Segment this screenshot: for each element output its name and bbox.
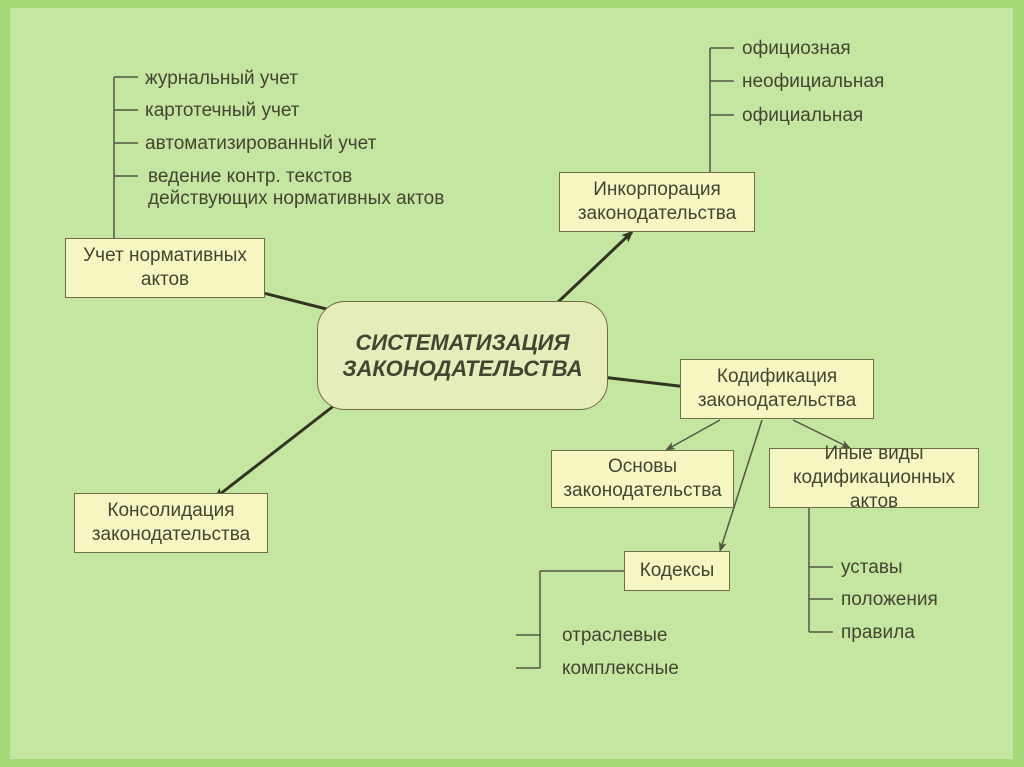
list-item: правила: [841, 622, 915, 644]
box-konsol-text: Консолидация законодательства: [85, 499, 257, 547]
box-inkorp-text: Инкорпорация законодательства: [570, 178, 744, 226]
list-item: отраслевые: [562, 625, 667, 647]
list-item: картотечный учет: [145, 100, 300, 122]
list-item: официальная: [742, 105, 863, 127]
box-uchet-text: Учет нормативных актов: [76, 244, 254, 292]
box-kodif-text: Кодификация законодательства: [691, 365, 863, 413]
list-item: журнальный учет: [145, 68, 298, 90]
box-konsol: Консолидация законодательства: [74, 493, 268, 553]
central-text: СИСТЕМАТИЗАЦИЯ ЗАКОНОДАТЕЛЬСТВА: [318, 330, 607, 382]
list-item: неофициальная: [742, 71, 884, 93]
box-kodeksy-text: Кодексы: [640, 559, 715, 583]
central-node: СИСТЕМАТИЗАЦИЯ ЗАКОНОДАТЕЛЬСТВА: [317, 301, 608, 410]
box-osnovy: Основы законодательства: [551, 450, 734, 508]
list-item: комплексные: [562, 658, 679, 680]
box-uchet: Учет нормативных актов: [65, 238, 265, 298]
diagram-canvas: СИСТЕМАТИЗАЦИЯ ЗАКОНОДАТЕЛЬСТВА Учет нор…: [0, 0, 1024, 767]
box-inye: Иные виды кодификационных актов: [769, 448, 979, 508]
box-inkorp: Инкорпорация законодательства: [559, 172, 755, 232]
list-item: уставы: [841, 557, 903, 579]
box-kodif: Кодификация законодательства: [680, 359, 874, 419]
box-osnovy-text: Основы законодательства: [562, 455, 723, 503]
list-item: положения: [841, 589, 938, 611]
box-kodeksy: Кодексы: [624, 551, 730, 591]
list-item: автоматизированный учет: [145, 133, 376, 155]
list-item: ведение контр. текстов действующих норма…: [148, 166, 468, 210]
list-item: официозная: [742, 38, 851, 60]
box-inye-text: Иные виды кодификационных актов: [780, 442, 968, 513]
